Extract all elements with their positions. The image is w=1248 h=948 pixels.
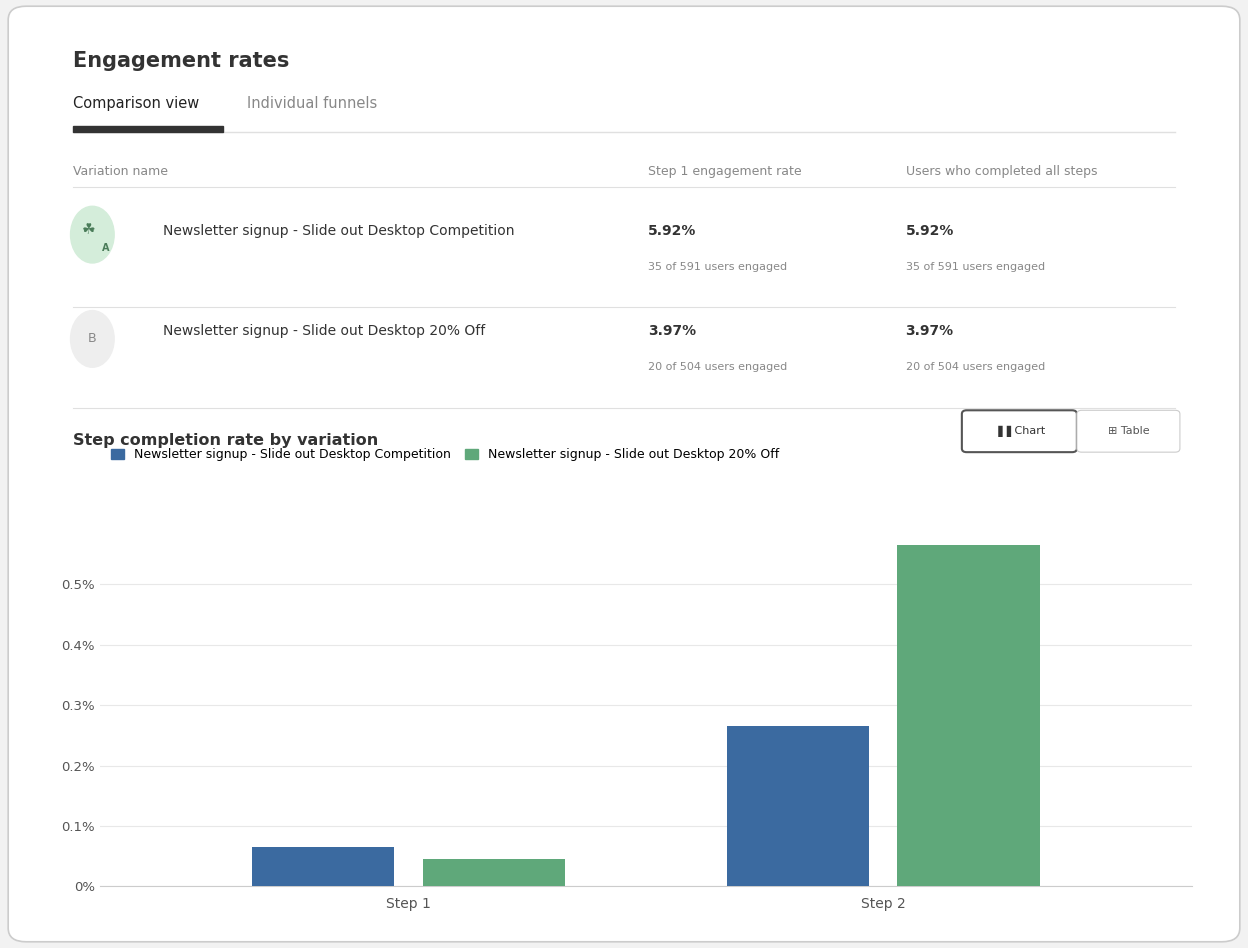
Text: 20 of 504 users engaged: 20 of 504 users engaged: [648, 362, 787, 372]
Text: Users who completed all steps: Users who completed all steps: [906, 165, 1097, 177]
FancyBboxPatch shape: [9, 7, 1239, 941]
Text: ▐▐ Chart: ▐▐ Chart: [993, 426, 1045, 437]
Text: 35 of 591 users engaged: 35 of 591 users engaged: [648, 262, 787, 272]
Text: 5.92%: 5.92%: [648, 224, 696, 238]
FancyBboxPatch shape: [1077, 410, 1179, 452]
Text: 3.97%: 3.97%: [906, 324, 953, 337]
Legend: Newsletter signup - Slide out Desktop Competition, Newsletter signup - Slide out: Newsletter signup - Slide out Desktop Co…: [106, 444, 784, 466]
Text: ☘: ☘: [82, 222, 95, 237]
Text: 3.97%: 3.97%: [648, 324, 696, 337]
Text: Newsletter signup - Slide out Desktop Competition: Newsletter signup - Slide out Desktop Co…: [162, 224, 514, 238]
Bar: [72, 126, 222, 132]
Text: A: A: [102, 244, 110, 253]
FancyBboxPatch shape: [962, 410, 1077, 452]
Text: 20 of 504 users engaged: 20 of 504 users engaged: [906, 362, 1045, 372]
Circle shape: [71, 311, 114, 367]
Text: Step 1 engagement rate: Step 1 engagement rate: [648, 165, 801, 177]
Bar: [726, 726, 869, 886]
Text: Step completion rate by variation: Step completion rate by variation: [72, 433, 378, 448]
Text: Newsletter signup - Slide out Desktop 20% Off: Newsletter signup - Slide out Desktop 20…: [162, 324, 485, 337]
Circle shape: [71, 207, 114, 263]
Text: B: B: [89, 333, 96, 345]
Text: Variation name: Variation name: [72, 165, 168, 177]
Text: 35 of 591 users engaged: 35 of 591 users engaged: [906, 262, 1045, 272]
Text: Individual funnels: Individual funnels: [247, 97, 377, 111]
Text: 5.92%: 5.92%: [906, 224, 953, 238]
Bar: [423, 859, 565, 886]
Text: Comparison view: Comparison view: [72, 97, 200, 111]
Bar: [252, 848, 394, 886]
Bar: [897, 545, 1040, 886]
Text: ⊞ Table: ⊞ Table: [1107, 427, 1149, 436]
Text: Engagement rates: Engagement rates: [72, 51, 290, 71]
